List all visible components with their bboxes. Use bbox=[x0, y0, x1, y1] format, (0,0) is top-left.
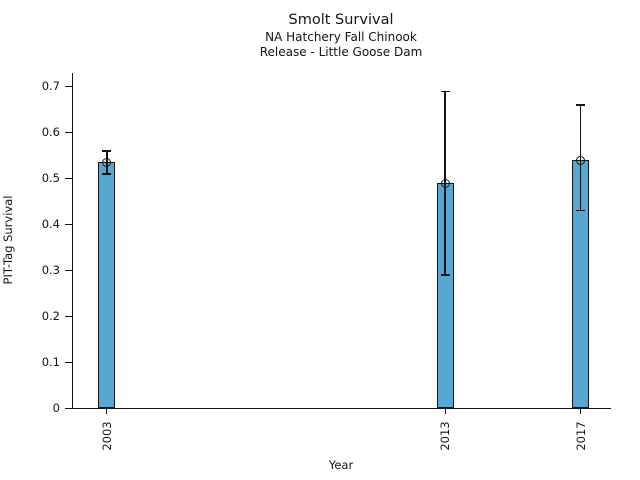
chart-subtitle-line2: Release - Little Goose Dam bbox=[259, 44, 423, 59]
x-tick-mark bbox=[580, 409, 582, 414]
error-bar-cap-top bbox=[440, 90, 450, 93]
y-axis-label: PIT-Tag Survival bbox=[1, 195, 15, 285]
error-bar-cap-bottom bbox=[440, 274, 450, 276]
y-tick-mark bbox=[65, 86, 72, 88]
x-tick-label: 2017 bbox=[574, 416, 588, 456]
error-bar-cap-top bbox=[102, 150, 112, 152]
y-tick-label: 0.4 bbox=[41, 216, 60, 231]
y-tick-label: 0.6 bbox=[41, 125, 60, 140]
chart-header: Smolt Survival NA Hatchery Fall Chinook … bbox=[260, 11, 423, 59]
plot-area bbox=[72, 73, 611, 409]
y-tick-label: 0.2 bbox=[41, 308, 60, 323]
y-tick-label: 0.7 bbox=[41, 79, 60, 94]
y-tick-mark bbox=[65, 132, 72, 134]
y-tick-mark bbox=[65, 269, 72, 271]
x-tick-label-text: 2017 bbox=[573, 421, 588, 451]
error-bar-cap-top bbox=[576, 104, 586, 106]
x-tick-label-text: 2013 bbox=[438, 421, 453, 451]
data-point-marker bbox=[102, 157, 112, 167]
x-tick-label-text: 2003 bbox=[99, 421, 114, 451]
x-tick-mark bbox=[106, 409, 108, 414]
x-tick-mark bbox=[444, 409, 446, 414]
x-tick-label: 2003 bbox=[100, 416, 114, 456]
chart-title: Smolt Survival bbox=[288, 12, 394, 28]
y-tick-mark bbox=[65, 315, 72, 317]
y-tick-mark bbox=[65, 361, 72, 363]
y-tick-label: 0.1 bbox=[41, 354, 60, 369]
y-tick-mark bbox=[65, 407, 72, 409]
y-tick-mark bbox=[65, 178, 72, 180]
y-tick-label: 0 bbox=[52, 400, 60, 415]
chart-subtitle-line1: NA Hatchery Fall Chinook bbox=[265, 30, 417, 44]
y-tick-label: 0.3 bbox=[41, 262, 60, 277]
data-point-marker bbox=[576, 155, 586, 165]
x-tick-label: 2013 bbox=[438, 416, 452, 456]
error-bar-cap-bottom bbox=[576, 209, 586, 212]
y-tick-mark bbox=[65, 223, 72, 225]
bar bbox=[98, 162, 116, 408]
y-tick-label: 0.5 bbox=[41, 171, 60, 186]
error-bar-cap-bottom bbox=[102, 173, 112, 175]
data-point-marker bbox=[440, 178, 450, 188]
x-axis-label: Year bbox=[328, 458, 354, 472]
